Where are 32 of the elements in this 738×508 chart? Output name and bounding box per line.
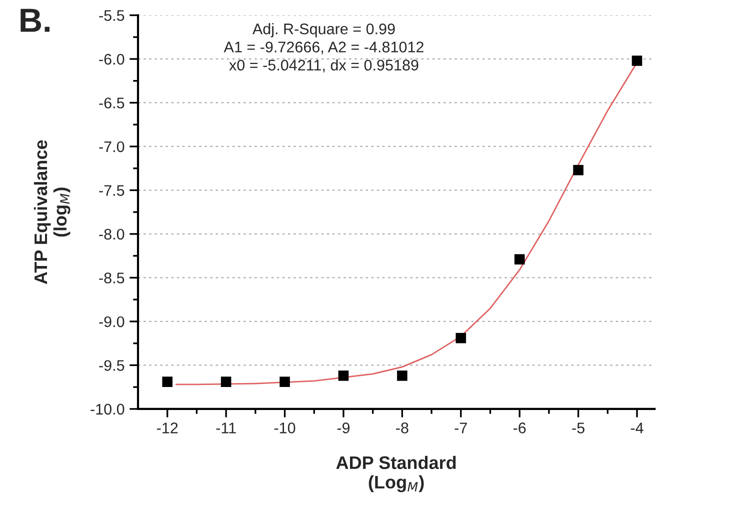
y-tick-label: -6.0 xyxy=(99,54,124,65)
point xyxy=(397,370,408,381)
x-tick-label: -9 xyxy=(337,422,350,434)
point xyxy=(514,254,525,264)
y-tick-label: -7.0 xyxy=(99,141,124,152)
point xyxy=(338,370,349,381)
point xyxy=(162,376,173,387)
y-tick-label: -6.5 xyxy=(99,98,124,108)
x-tick-label: -12 xyxy=(156,422,178,434)
x-tick-label: -10 xyxy=(274,422,296,434)
text: B. xyxy=(20,8,50,32)
point xyxy=(220,376,232,387)
y-tick-label: -8.5 xyxy=(99,272,124,284)
y-axis-title: ATP Equivalance (log$_{M}$) xyxy=(34,140,70,284)
y-tick-label: -9.5 xyxy=(99,360,124,371)
y-tick-label: -8.0 xyxy=(99,228,124,240)
point xyxy=(280,376,290,387)
point xyxy=(573,164,584,176)
y-tick-label: -9.0 xyxy=(99,316,124,328)
point xyxy=(632,56,642,66)
y-tick-label: -7.5 xyxy=(99,185,124,196)
x-tick-label: -6 xyxy=(513,422,526,434)
y-tick-label: -10.0 xyxy=(90,404,124,415)
x-tick-label: -11 xyxy=(216,422,236,434)
x-tick-label: -7 xyxy=(454,422,467,434)
x-tick-label: -4 xyxy=(630,422,644,434)
point xyxy=(456,332,466,344)
x-tick-label: -8 xyxy=(396,422,408,434)
x-axis-title: ADP Standard (Log$_{M}$) xyxy=(336,456,456,492)
x-tick-label: -5 xyxy=(572,422,584,434)
annotation: Adj. R-Square = 0.99 A1 = -9.72666, A2 = -4.81012 x0 = -5.04211, dx = 0.95189 xyxy=(224,23,424,72)
y-tick-label: -5.5 xyxy=(99,10,124,21)
